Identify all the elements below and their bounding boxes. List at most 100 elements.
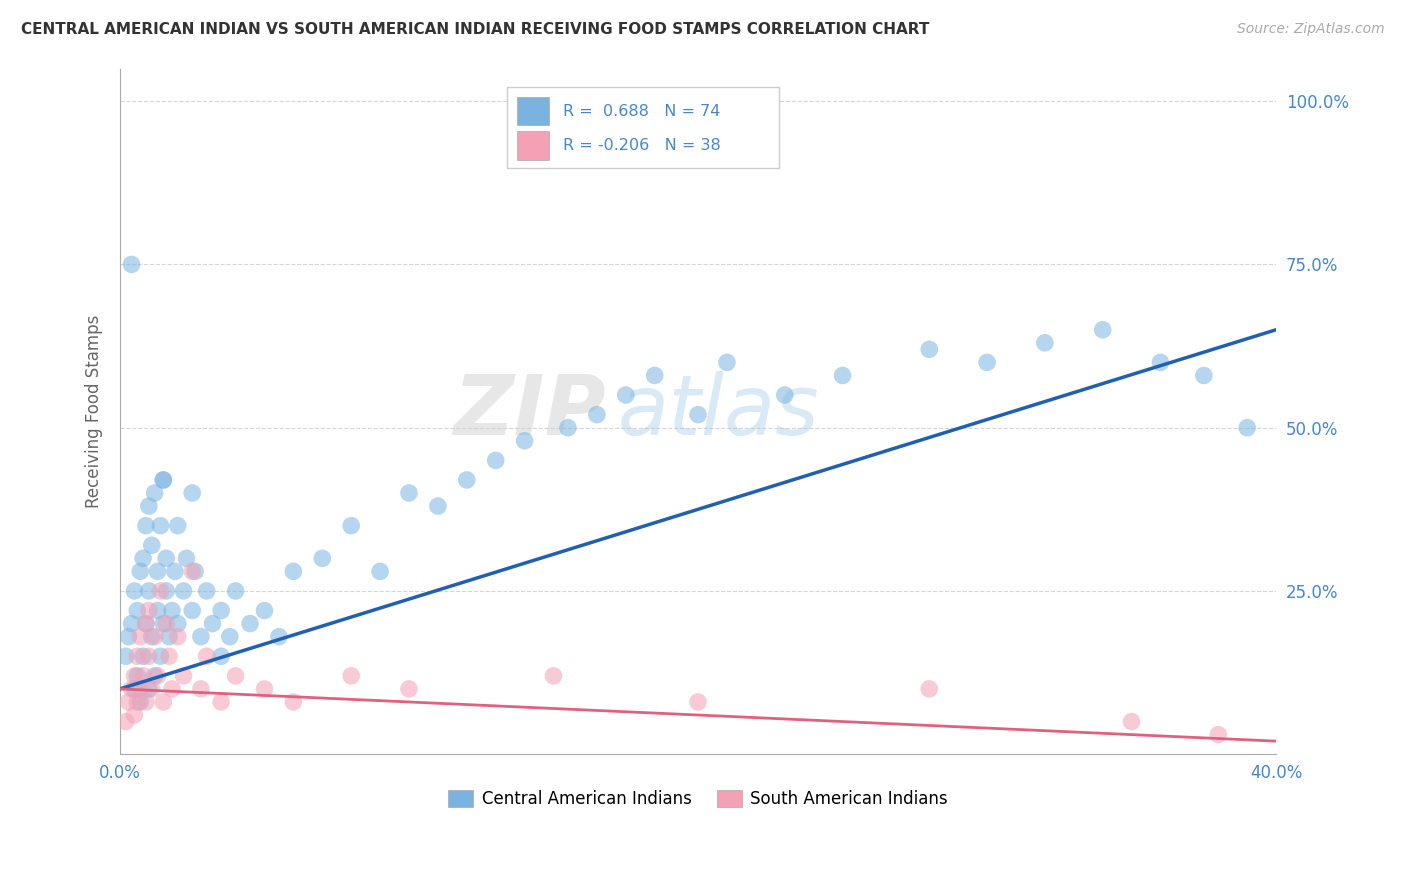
Point xyxy=(127,603,149,617)
Point xyxy=(138,649,160,664)
Text: ZIP: ZIP xyxy=(453,371,606,452)
Point xyxy=(1206,728,1229,742)
Point xyxy=(340,669,363,683)
Point xyxy=(190,630,212,644)
Point xyxy=(155,583,177,598)
Point xyxy=(129,695,152,709)
Point xyxy=(114,649,136,664)
Point xyxy=(557,420,579,434)
Point xyxy=(146,603,169,617)
Point xyxy=(311,551,333,566)
Y-axis label: Receiving Food Stamps: Receiving Food Stamps xyxy=(86,315,103,508)
Text: CENTRAL AMERICAN INDIAN VS SOUTH AMERICAN INDIAN RECEIVING FOOD STAMPS CORRELATI: CENTRAL AMERICAN INDIAN VS SOUTH AMERICA… xyxy=(21,22,929,37)
Point xyxy=(121,681,143,696)
Point xyxy=(132,669,155,683)
Point xyxy=(152,473,174,487)
Point xyxy=(166,518,188,533)
Point xyxy=(1033,335,1056,350)
Point xyxy=(209,695,232,709)
Point xyxy=(155,551,177,566)
Point xyxy=(456,473,478,487)
Point xyxy=(152,473,174,487)
Point xyxy=(1091,323,1114,337)
Point xyxy=(176,551,198,566)
Text: R =  0.688   N = 74: R = 0.688 N = 74 xyxy=(562,103,720,119)
Point xyxy=(1121,714,1143,729)
Bar xyxy=(516,131,548,160)
Point xyxy=(152,616,174,631)
Point xyxy=(184,565,207,579)
Point xyxy=(283,695,305,709)
Legend: Central American Indians, South American Indians: Central American Indians, South American… xyxy=(441,783,955,814)
Point xyxy=(1192,368,1215,383)
Point xyxy=(209,603,232,617)
Point xyxy=(253,603,276,617)
Point xyxy=(201,616,224,631)
Point xyxy=(135,616,157,631)
Point xyxy=(155,616,177,631)
Point xyxy=(1149,355,1171,369)
Point xyxy=(132,551,155,566)
Point xyxy=(398,681,420,696)
Point xyxy=(173,669,195,683)
Point xyxy=(831,368,853,383)
Point xyxy=(543,669,565,683)
Point xyxy=(143,669,166,683)
Point xyxy=(127,669,149,683)
Point xyxy=(614,388,637,402)
Point xyxy=(141,681,163,696)
Point xyxy=(124,681,146,696)
Point xyxy=(918,681,941,696)
Point xyxy=(143,486,166,500)
Point xyxy=(127,649,149,664)
Point xyxy=(773,388,796,402)
Point xyxy=(135,695,157,709)
Point xyxy=(209,649,232,664)
Point xyxy=(485,453,508,467)
Point xyxy=(124,583,146,598)
Bar xyxy=(516,96,548,126)
Point xyxy=(117,695,139,709)
Text: atlas: atlas xyxy=(617,371,818,452)
Point xyxy=(181,565,204,579)
Point xyxy=(149,583,172,598)
Point xyxy=(586,408,609,422)
Point xyxy=(181,603,204,617)
Point xyxy=(398,486,420,500)
Point xyxy=(173,583,195,598)
Point xyxy=(157,630,180,644)
Point xyxy=(152,695,174,709)
Point xyxy=(253,681,276,696)
Point xyxy=(163,565,186,579)
Point xyxy=(267,630,290,644)
Point xyxy=(138,603,160,617)
Point xyxy=(124,708,146,723)
Point xyxy=(1236,420,1258,434)
Point xyxy=(141,630,163,644)
Point xyxy=(129,681,152,696)
Point xyxy=(166,616,188,631)
Text: Source: ZipAtlas.com: Source: ZipAtlas.com xyxy=(1237,22,1385,37)
Point xyxy=(146,565,169,579)
Point xyxy=(218,630,240,644)
Point xyxy=(181,486,204,500)
Point xyxy=(121,257,143,271)
Point xyxy=(129,630,152,644)
Point xyxy=(225,583,247,598)
Point xyxy=(644,368,666,383)
Point xyxy=(114,714,136,729)
Point xyxy=(117,630,139,644)
Point xyxy=(190,681,212,696)
Bar xyxy=(508,87,779,168)
Point xyxy=(127,695,149,709)
Point xyxy=(135,518,157,533)
Point xyxy=(368,565,391,579)
Point xyxy=(138,681,160,696)
Point xyxy=(426,499,449,513)
Point xyxy=(918,343,941,357)
Text: R = -0.206   N = 38: R = -0.206 N = 38 xyxy=(562,138,720,153)
Point xyxy=(716,355,738,369)
Point xyxy=(141,538,163,552)
Point xyxy=(239,616,262,631)
Point xyxy=(160,603,183,617)
